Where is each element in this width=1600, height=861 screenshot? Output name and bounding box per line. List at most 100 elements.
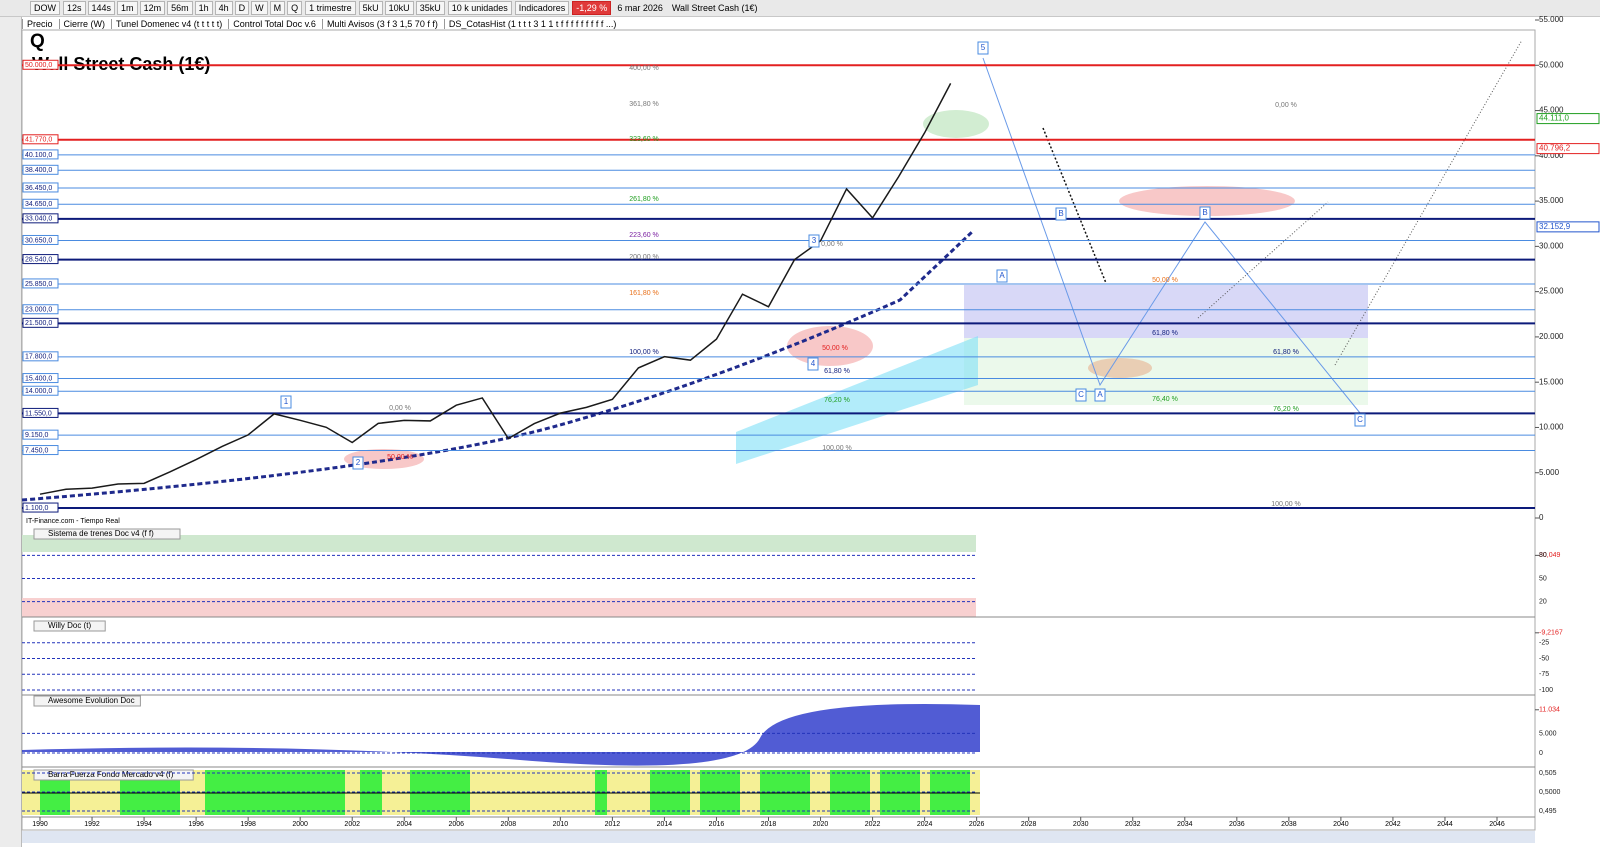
panel-tick-label: -25 <box>1539 640 1549 647</box>
panel-title: Sistema de trenes Doc v4 (f f) <box>48 529 154 538</box>
level-tag <box>22 304 59 315</box>
date: 6 mar 2026 <box>617 3 663 13</box>
fib-label: 161,80 % <box>629 290 659 297</box>
panel-tick-label: 0,495 <box>1539 808 1557 815</box>
legend-item[interactable]: Multi Avisos (3 f 3 1,5 70 f f) <box>321 18 438 29</box>
x-tick-label: 1992 <box>84 821 100 828</box>
level-tag <box>22 385 59 396</box>
panel-tick-label: 0,505 <box>1539 770 1557 777</box>
level-tag <box>22 134 59 145</box>
panel-title-box <box>33 528 181 540</box>
fib-label: 61,80 % <box>1152 330 1178 337</box>
x-tick-label: 2020 <box>813 821 829 828</box>
wave-label: 4 <box>811 359 816 368</box>
timeframe[interactable]: Q <box>287 1 303 15</box>
change: -1,29 % <box>572 1 612 15</box>
legend-item[interactable]: Precio <box>22 18 53 29</box>
wave-label: B <box>1058 209 1063 218</box>
units-menu[interactable]: 10 k unidades <box>447 1 512 15</box>
wave-box <box>352 456 364 470</box>
wave-box <box>808 234 820 248</box>
source: IT-Finance.com - Tiempo Real <box>26 518 120 525</box>
timeframe[interactable]: 1h <box>194 1 213 15</box>
level-label: 11.550,0 <box>25 410 52 417</box>
x-tick-label: 2014 <box>657 821 673 828</box>
panel-tick-label: -50 <box>1539 655 1549 662</box>
price-tag <box>1536 143 1600 155</box>
level-label: 7.450,0 <box>25 447 48 454</box>
price-tag-label: 44.111,0 <box>1539 114 1570 123</box>
level-tag <box>22 373 59 384</box>
unit[interactable]: 10kU <box>384 1 414 15</box>
fib-label: 0,00 % <box>821 241 843 248</box>
wave-box <box>1075 388 1087 402</box>
fib-label: 100,00 % <box>1271 501 1301 508</box>
panel-tick-label: 0 <box>1539 750 1543 757</box>
units: 5kU 10kU 35kU <box>358 1 445 15</box>
timeframe[interactable]: 4h <box>214 1 233 15</box>
level-tag <box>22 198 59 209</box>
wave-box <box>1199 206 1211 220</box>
legend-item[interactable]: DS_CotasHist (1 t t t 3 1 1 t f f f f f … <box>443 18 616 29</box>
fib-label: 223,60 % <box>629 232 659 239</box>
y-tick-label: 25.000 <box>1539 287 1564 296</box>
legend-item[interactable]: Tunel Domenec v4 (t t t t t) <box>111 18 222 29</box>
timeframe[interactable]: 56m <box>167 1 193 15</box>
timeframe[interactable]: 1m <box>117 1 138 15</box>
x-tick-label: 1994 <box>136 821 152 828</box>
level-label: 15.400,0 <box>25 375 52 382</box>
wave-label: 3 <box>812 236 817 245</box>
x-tick-label: 2036 <box>1229 821 1245 828</box>
symbol[interactable]: DOW <box>30 1 60 15</box>
panel-title: Barra Fuerza Fondo Mercado v4 (f) <box>48 770 174 779</box>
indicators[interactable]: Indicadores <box>514 1 570 15</box>
price-tag-label: 40.796,2 <box>1539 144 1571 153</box>
unit[interactable]: 35kU <box>415 1 445 15</box>
legend-item[interactable]: Control Total Doc v.6 <box>228 18 316 29</box>
y-tick-label: 40.000 <box>1539 151 1564 160</box>
fib-label: 50,00 % <box>822 345 848 352</box>
wave-label: 1 <box>284 397 289 406</box>
y-tick-label: 10.000 <box>1539 423 1564 432</box>
level-tag <box>22 278 59 289</box>
timeframe[interactable]: 12s <box>63 1 86 15</box>
x-tick-label: 2004 <box>396 821 412 828</box>
panel-tick-label: 0,5000 <box>1539 789 1561 796</box>
fib-label: 61,80 % <box>824 368 850 375</box>
timeframe[interactable]: 12m <box>139 1 166 15</box>
level-label: 36.450,0 <box>25 185 52 192</box>
level-label: 40.100,0 <box>25 152 52 159</box>
x-tick-label: 2008 <box>501 821 517 828</box>
panel-title: Awesome Evolution Doc <box>48 696 135 705</box>
x-tick-label: 1990 <box>32 821 48 828</box>
level-label: 50.000,0 <box>25 62 52 69</box>
wave-label: A <box>1097 390 1103 399</box>
legend-item[interactable]: Cierre (W) <box>58 18 105 29</box>
timeframe[interactable]: M <box>269 1 286 15</box>
x-tick-label: 2012 <box>605 821 621 828</box>
wave-box <box>977 41 989 55</box>
fib-label: 76,20 % <box>824 397 850 404</box>
fib-label: 61,80 % <box>1273 349 1299 356</box>
price-tag <box>1536 113 1600 125</box>
timeframe[interactable]: 144s <box>87 1 116 15</box>
wave-label: 5 <box>981 43 986 52</box>
fib-label: 50,00 % <box>387 454 413 461</box>
wave-label: A <box>999 271 1005 280</box>
timeframe[interactable]: D <box>234 1 250 15</box>
unit[interactable]: 5kU <box>358 1 383 15</box>
fib-label: 361,80 % <box>629 101 659 108</box>
level-tag <box>22 182 59 193</box>
level-tag <box>22 59 59 70</box>
chart-subtitle: Q <box>30 31 45 52</box>
panel-title-box <box>33 620 106 632</box>
panel-tick-label: 5.000 <box>1539 730 1557 737</box>
fib-label: 76,20 % <box>1273 406 1299 413</box>
wave-box <box>1354 413 1366 427</box>
y-tick-label: 5.000 <box>1539 468 1560 477</box>
timeframe[interactable]: W <box>251 1 268 15</box>
x-tick-label: 1998 <box>240 821 256 828</box>
period[interactable]: 1 trimestre <box>305 1 356 15</box>
level-label: 34.650,0 <box>25 201 52 208</box>
